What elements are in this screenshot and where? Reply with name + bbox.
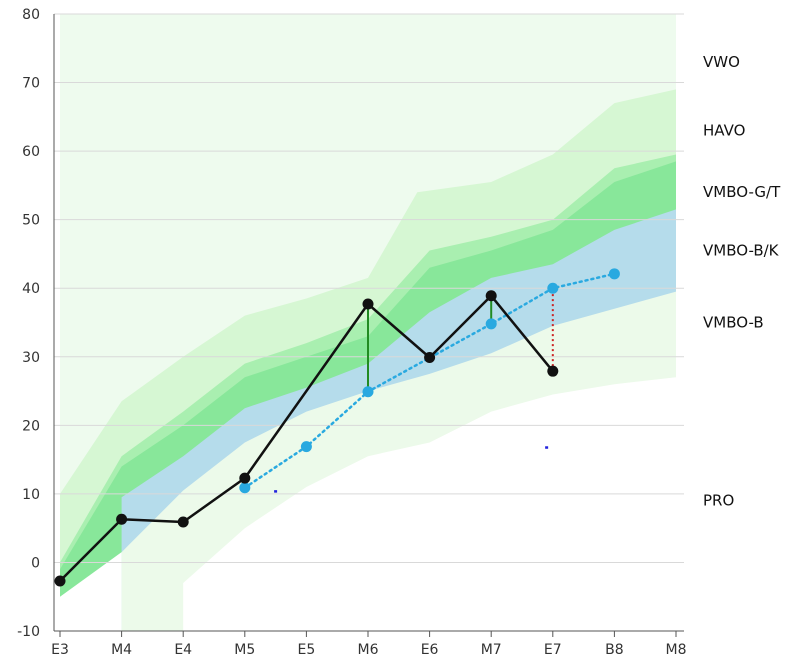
x-tick-label: E3 [51, 642, 69, 658]
x-tick-label: M5 [234, 642, 255, 658]
axis-layer: -10 0 10 20 30 40 50 60 70 80 E3 M4 E4 M5 E5 M6 E6 M7 E7 B8… [17, 7, 686, 658]
band-label: VMBO-B/K [703, 242, 780, 260]
y-tick-label: 30 [22, 350, 40, 366]
student-point [239, 472, 251, 484]
x-tick-label: M8 [666, 642, 687, 658]
band-label: PRO [703, 492, 734, 510]
band-pro [183, 377, 676, 631]
student-point [54, 575, 66, 587]
band-pro-left [60, 552, 122, 631]
y-tick-label: 40 [22, 281, 40, 297]
norm-point [608, 268, 620, 280]
x-tick-label: E7 [544, 642, 562, 658]
band-label: VMBO-B [703, 314, 764, 332]
norm-point [300, 441, 312, 453]
student-point [485, 290, 497, 302]
band-label-layer: VWO HAVO VMBO-G/T VMBO-B/K VMBO-B PRO [703, 53, 781, 510]
y-tick-label: 20 [22, 418, 40, 434]
band-label: VWO [703, 53, 740, 71]
band-label: VMBO-G/T [703, 183, 781, 201]
y-tick-label: 50 [22, 213, 40, 229]
norm-point [485, 318, 497, 330]
x-tick-label: M6 [358, 642, 379, 658]
x-tick-label: B8 [605, 642, 624, 658]
y-tick-label: -10 [17, 624, 40, 640]
student-point [177, 516, 189, 528]
student-point [116, 513, 128, 525]
y-tick-label: 70 [22, 76, 40, 92]
norm-point [362, 386, 374, 398]
student-point [362, 298, 374, 310]
x-tick-label: E6 [421, 642, 439, 658]
x-tick-label: E5 [298, 642, 316, 658]
small-marker [274, 490, 278, 493]
x-tick-label: E4 [174, 642, 192, 658]
small-marker [545, 446, 549, 449]
norm-point [547, 282, 559, 294]
x-tick-label: M7 [481, 642, 502, 658]
series-layer [54, 268, 620, 587]
norm-point [239, 482, 251, 494]
student-line [59, 294, 554, 582]
y-tick-label: 80 [22, 7, 40, 23]
y-tick-label: 0 [31, 555, 40, 571]
x-tick-label: M4 [111, 642, 132, 658]
band-label: HAVO [703, 122, 745, 140]
y-tick-label: 10 [22, 487, 40, 503]
student-point [547, 365, 559, 377]
y-tick-label: 60 [22, 144, 40, 160]
student-point [424, 351, 436, 363]
